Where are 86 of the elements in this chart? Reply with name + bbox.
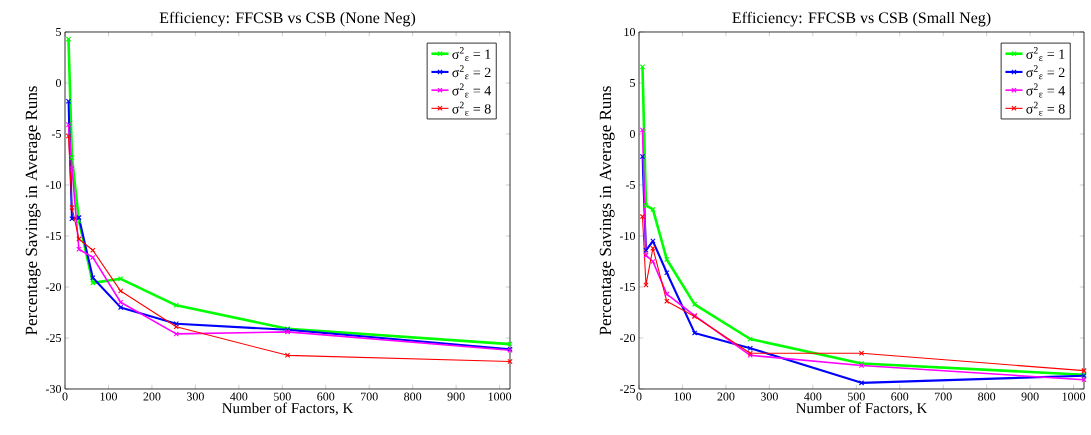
x-tick-label: 300 <box>186 392 204 401</box>
y-tick-label: -5 <box>51 130 62 138</box>
legend-label: σ$^{2}$$_{ε}$ = 8 <box>1026 101 1065 116</box>
y-tick-label: -15 <box>619 282 636 291</box>
point <box>650 245 656 251</box>
legend-label: σ$^{2}$$_{ε}$ = 1 <box>1026 47 1065 62</box>
y-tick-label: -25 <box>619 384 636 394</box>
point <box>691 330 698 336</box>
legend-label: σ$^{2}$$_{ε}$ = 1 <box>452 47 491 62</box>
point <box>643 202 649 209</box>
x-axis-title: Number of Factors, K <box>796 402 928 416</box>
point <box>643 252 649 259</box>
point <box>65 36 72 42</box>
legend-label: σ$^{2}$$_{ε}$ = 2 <box>1026 65 1065 80</box>
x-tick-label: 1000 <box>488 392 512 401</box>
point <box>284 352 291 358</box>
point <box>643 247 649 253</box>
x-tick-label: 400 <box>230 392 248 401</box>
x-tick-label: 800 <box>978 392 996 401</box>
point <box>117 299 124 305</box>
y-tick-label: -5 <box>625 181 636 189</box>
y-tick-label: -20 <box>619 333 636 343</box>
y-tick-label: 0 <box>55 78 62 88</box>
x-tick-label: 500 <box>847 392 865 401</box>
point <box>173 331 179 337</box>
point <box>69 154 75 161</box>
point <box>507 341 513 347</box>
y-axis-title: Percentage Savings in Average Runs <box>599 86 615 335</box>
point <box>90 254 96 261</box>
point <box>69 204 75 211</box>
y-tick-label: -10 <box>45 180 62 190</box>
chart-title: Efficiency: FFCSB vs CSB (None Neg) <box>159 11 416 27</box>
x-tick-label: 100 <box>674 392 691 401</box>
x-tick-label: 900 <box>1021 392 1039 401</box>
y-tick-label: 10 <box>624 27 636 37</box>
point <box>639 64 646 70</box>
point <box>650 238 656 244</box>
y-tick-label: -30 <box>45 384 62 394</box>
point <box>117 288 124 294</box>
x-tick-label: 200 <box>143 392 161 401</box>
point <box>858 380 865 386</box>
point <box>90 275 96 281</box>
y-tick-label: -10 <box>619 231 636 241</box>
point <box>747 345 753 351</box>
point <box>858 350 865 356</box>
x-tick-label: 700 <box>934 392 952 401</box>
y-axis-title: Percentage Savings in Average Runs <box>25 86 41 335</box>
x-tick-label: 1000 <box>1062 392 1086 401</box>
point <box>173 302 179 309</box>
x-tick-label: 400 <box>804 392 822 401</box>
y-tick-label: 5 <box>630 79 636 87</box>
point <box>90 247 96 253</box>
x-tick-label: 600 <box>317 392 335 401</box>
point <box>76 236 82 242</box>
point <box>747 336 753 342</box>
y-tick-label: -15 <box>45 231 62 240</box>
legend-label: σ$^{2}$$_{ε}$ = 8 <box>452 101 491 116</box>
point <box>69 166 75 172</box>
point <box>650 258 656 265</box>
legend-label: σ$^{2}$$_{ε}$ = 2 <box>452 65 491 80</box>
point <box>664 298 670 304</box>
x-tick-label: 100 <box>100 392 118 401</box>
point <box>90 280 96 286</box>
point <box>643 282 649 288</box>
point <box>117 304 124 311</box>
point <box>76 246 82 252</box>
legend-label: σ$^{2}$$_{ε}$ = 4 <box>452 83 492 98</box>
legend-label: σ$^{2}$$_{ε}$ = 4 <box>1026 83 1066 98</box>
chart-title: Efficiency: FFCSB vs CSB (Small Neg) <box>732 11 991 27</box>
point <box>664 291 670 297</box>
y-tick-label: -25 <box>45 333 62 343</box>
y-tick-label: 0 <box>629 129 636 139</box>
x-tick-label: 900 <box>447 392 465 401</box>
x-tick-label: 300 <box>760 392 778 401</box>
y-tick-label: 5 <box>56 28 62 36</box>
x-tick-label: 0 <box>636 392 642 401</box>
x-tick-label: 500 <box>273 392 291 401</box>
x-tick-label: 800 <box>404 392 422 401</box>
y-tick-label: -20 <box>45 282 62 292</box>
x-tick-label: 0 <box>62 392 68 401</box>
x-axis-title: Number of Factors, K <box>222 402 354 416</box>
x-tick-label: 200 <box>717 392 735 401</box>
x-tick-label: 600 <box>891 392 909 401</box>
x-tick-label: 700 <box>360 392 378 401</box>
point <box>664 256 670 263</box>
point <box>664 270 670 276</box>
